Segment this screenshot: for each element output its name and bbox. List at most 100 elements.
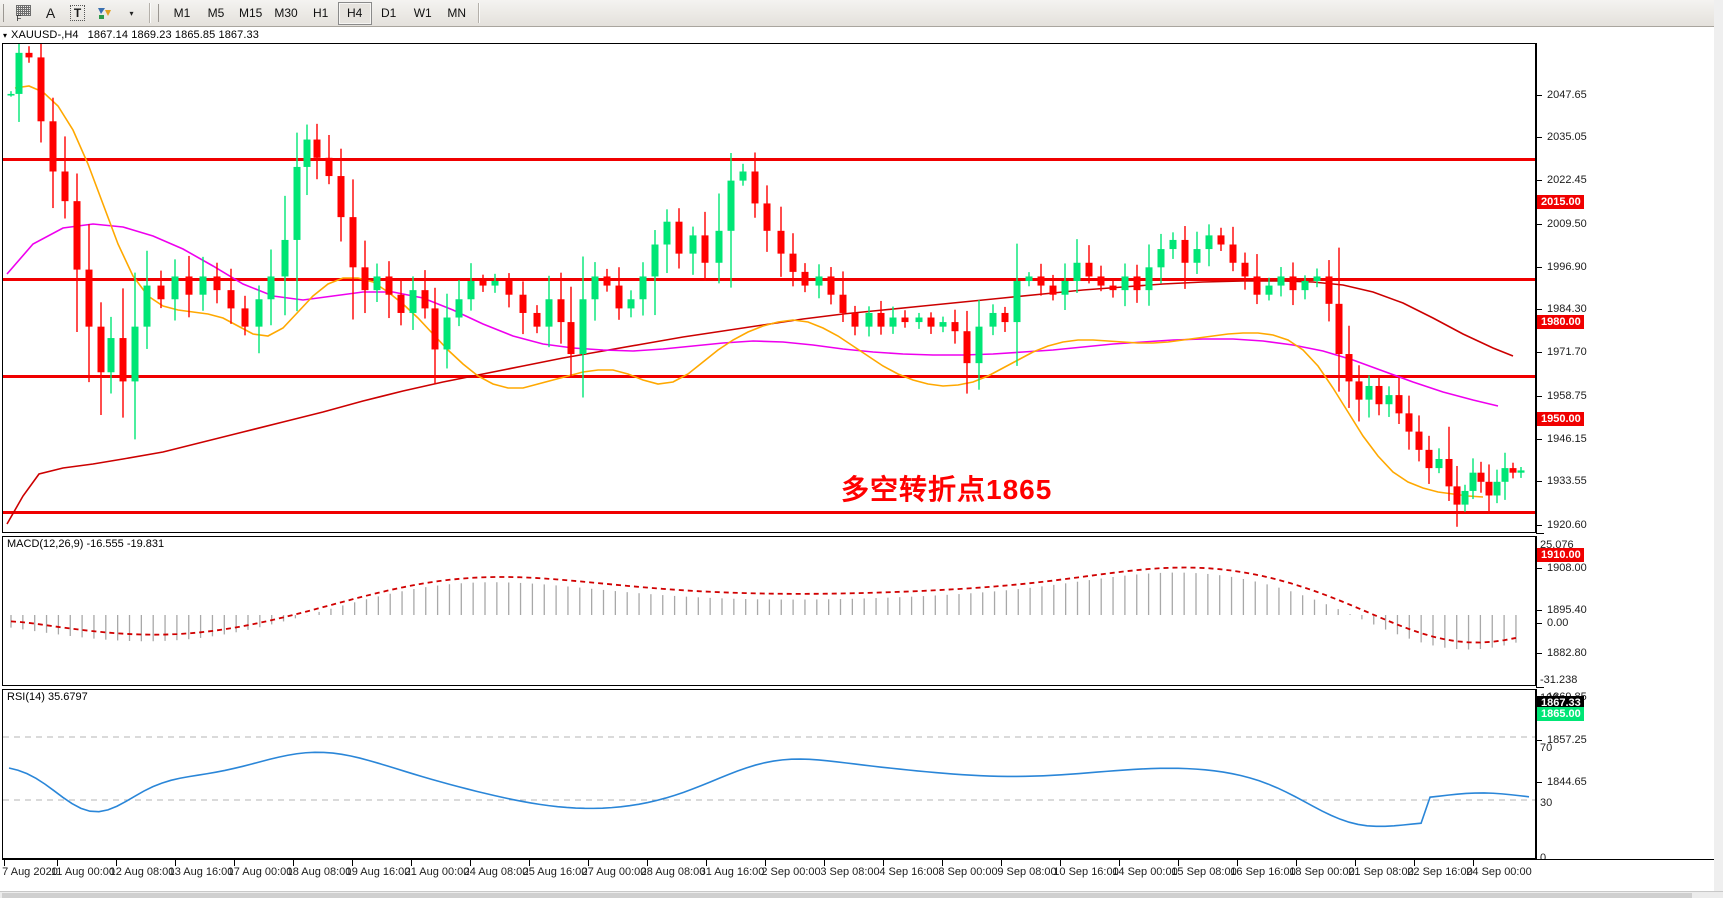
ma-fast-line xyxy=(14,85,1484,498)
timeframe-h1[interactable]: H1 xyxy=(304,2,338,25)
candle-bullish xyxy=(1265,285,1273,295)
candle-bearish xyxy=(519,294,527,313)
macd-indicator-panel[interactable]: MACD(12,26,9) -16.555 -19.831 xyxy=(2,536,1536,686)
candle-bearish xyxy=(313,139,321,158)
ohlc-values: 1867.14 1869.23 1865.85 1867.33 xyxy=(87,29,259,41)
candle-bearish xyxy=(1001,312,1009,323)
candle-bearish xyxy=(97,326,105,373)
time-label: 31 Aug 16:00 xyxy=(699,866,765,878)
horizontal-scrollbar[interactable] xyxy=(0,891,1723,898)
price-badge-1910-00: 1910.00 xyxy=(1537,548,1584,562)
time-separator xyxy=(57,860,58,866)
price-badge-2015-00: 2015.00 xyxy=(1537,195,1584,209)
text-box-icon[interactable]: T xyxy=(65,2,90,25)
price-axis[interactable]: 2047.65 2035.05 2022.45 2009.50 1996.90 1984.… xyxy=(1536,43,1723,864)
axis-divider-rsi xyxy=(1536,689,1537,859)
symbol-quote-bar: ▾ XAUUSD-,H4 1867.14 1869.23 1865.85 186… xyxy=(0,27,1723,43)
time-separator xyxy=(1414,860,1415,866)
time-label: 18 Aug 08:00 xyxy=(286,866,352,878)
candle-bullish xyxy=(455,299,463,318)
time-axis[interactable]: 7 Aug 2020 11 Aug 00:00 12 Aug 08:00 13 Aug… xyxy=(2,859,1723,891)
price-chart-panel[interactable]: 多空转折点1865 xyxy=(2,43,1536,533)
candle-bearish xyxy=(157,285,165,300)
horizontal-scroll-thumb[interactable] xyxy=(2,893,1692,898)
timeframe-m1[interactable]: M1 xyxy=(165,2,199,25)
grid-f-icon[interactable]: F xyxy=(11,2,36,25)
axis-hrule-2 xyxy=(1536,687,1544,688)
time-label: 7 Aug 2020 xyxy=(2,866,58,878)
candle-bullish xyxy=(975,326,983,364)
candle-bullish xyxy=(739,171,747,181)
candle-bullish xyxy=(1121,276,1129,291)
timeframe-m15[interactable]: M15 xyxy=(233,2,268,25)
candle-bullish xyxy=(255,299,263,327)
candle-bearish xyxy=(1229,244,1237,263)
candle-bearish xyxy=(1097,276,1105,286)
time-separator xyxy=(293,860,294,866)
candle-bullish xyxy=(1469,472,1477,491)
candle-bullish xyxy=(373,276,381,291)
time-separator xyxy=(1237,860,1238,866)
candle-bearish xyxy=(1133,276,1141,291)
time-label: 15 Sep 08:00 xyxy=(1171,866,1237,878)
candle-bearish xyxy=(751,171,759,204)
time-label: 3 Sep 08:00 xyxy=(820,866,880,878)
candle-bullish xyxy=(467,281,475,300)
rsi-indicator-panel[interactable]: RSI(14) 35.6797 xyxy=(2,689,1536,859)
candle-bullish xyxy=(1435,458,1443,469)
time-label: 28 Aug 08:00 xyxy=(640,866,706,878)
price-tick-1895-40: 1895.40 xyxy=(1536,604,1587,616)
time-label: 2 Sep 00:00 xyxy=(761,866,821,878)
shapes-icon[interactable] xyxy=(92,2,117,25)
time-label: 27 Aug 00:00 xyxy=(581,866,647,878)
timeframe-m30[interactable]: M30 xyxy=(268,2,303,25)
candle-bearish xyxy=(241,308,249,327)
timeframe-m5[interactable]: M5 xyxy=(199,2,233,25)
price-badge-1865-00: 1865.00 xyxy=(1537,707,1584,721)
candle-bullish xyxy=(1301,281,1309,291)
candle-bullish xyxy=(1365,385,1373,400)
macd-plot xyxy=(10,566,1517,650)
time-label: 4 Sep 16:00 xyxy=(879,866,939,878)
toolbar-separator-2 xyxy=(477,3,480,23)
candle-bearish xyxy=(119,338,127,382)
time-separator xyxy=(1060,860,1061,866)
candle-bullish xyxy=(293,166,301,240)
candle-bearish xyxy=(877,312,885,327)
candle-bearish xyxy=(901,317,909,323)
timeframe-d1[interactable]: D1 xyxy=(372,2,406,25)
candle-bullish xyxy=(143,285,151,327)
toolbar-drag-grip[interactable] xyxy=(1,2,10,24)
candle-bullish xyxy=(989,312,997,327)
letter-a-icon[interactable]: A xyxy=(38,2,63,25)
candle-bullish xyxy=(639,276,647,300)
candle-bearish xyxy=(505,281,513,295)
time-separator xyxy=(765,860,766,866)
candle-bearish xyxy=(37,57,45,122)
candle-bearish xyxy=(49,121,57,172)
candle-bullish xyxy=(1493,481,1501,496)
chevron-down-icon[interactable]: ▾ xyxy=(119,2,144,25)
chart-collapse-icon[interactable]: ▾ xyxy=(3,30,8,40)
candle-bullish xyxy=(915,317,923,323)
timeframe-h4[interactable]: H4 xyxy=(337,1,372,25)
price-badge-1980-00: 1980.00 xyxy=(1537,315,1584,329)
time-label: 17 Aug 00:00 xyxy=(227,866,293,878)
candle-bullish xyxy=(1013,281,1021,323)
price-badge-1867-33: 1867.33 xyxy=(1537,696,1584,710)
ma-mid-line xyxy=(6,223,1499,407)
toolbar-separator xyxy=(149,3,151,23)
candle-bullish xyxy=(1073,262,1081,282)
candle-bearish xyxy=(1425,449,1433,469)
time-separator xyxy=(1473,860,1474,866)
price-tick-1984-30: 1984.30 xyxy=(1536,303,1587,315)
timeframe-w1[interactable]: W1 xyxy=(406,2,440,25)
candle-bearish xyxy=(567,322,575,355)
time-label: 13 Aug 16:00 xyxy=(168,866,234,878)
candle-bearish xyxy=(479,281,487,286)
candle-bullish xyxy=(1313,276,1321,282)
ma-slow-line xyxy=(6,280,1514,525)
timeframe-drag-grip[interactable] xyxy=(156,2,165,24)
timeframe-mn[interactable]: MN xyxy=(440,2,474,25)
